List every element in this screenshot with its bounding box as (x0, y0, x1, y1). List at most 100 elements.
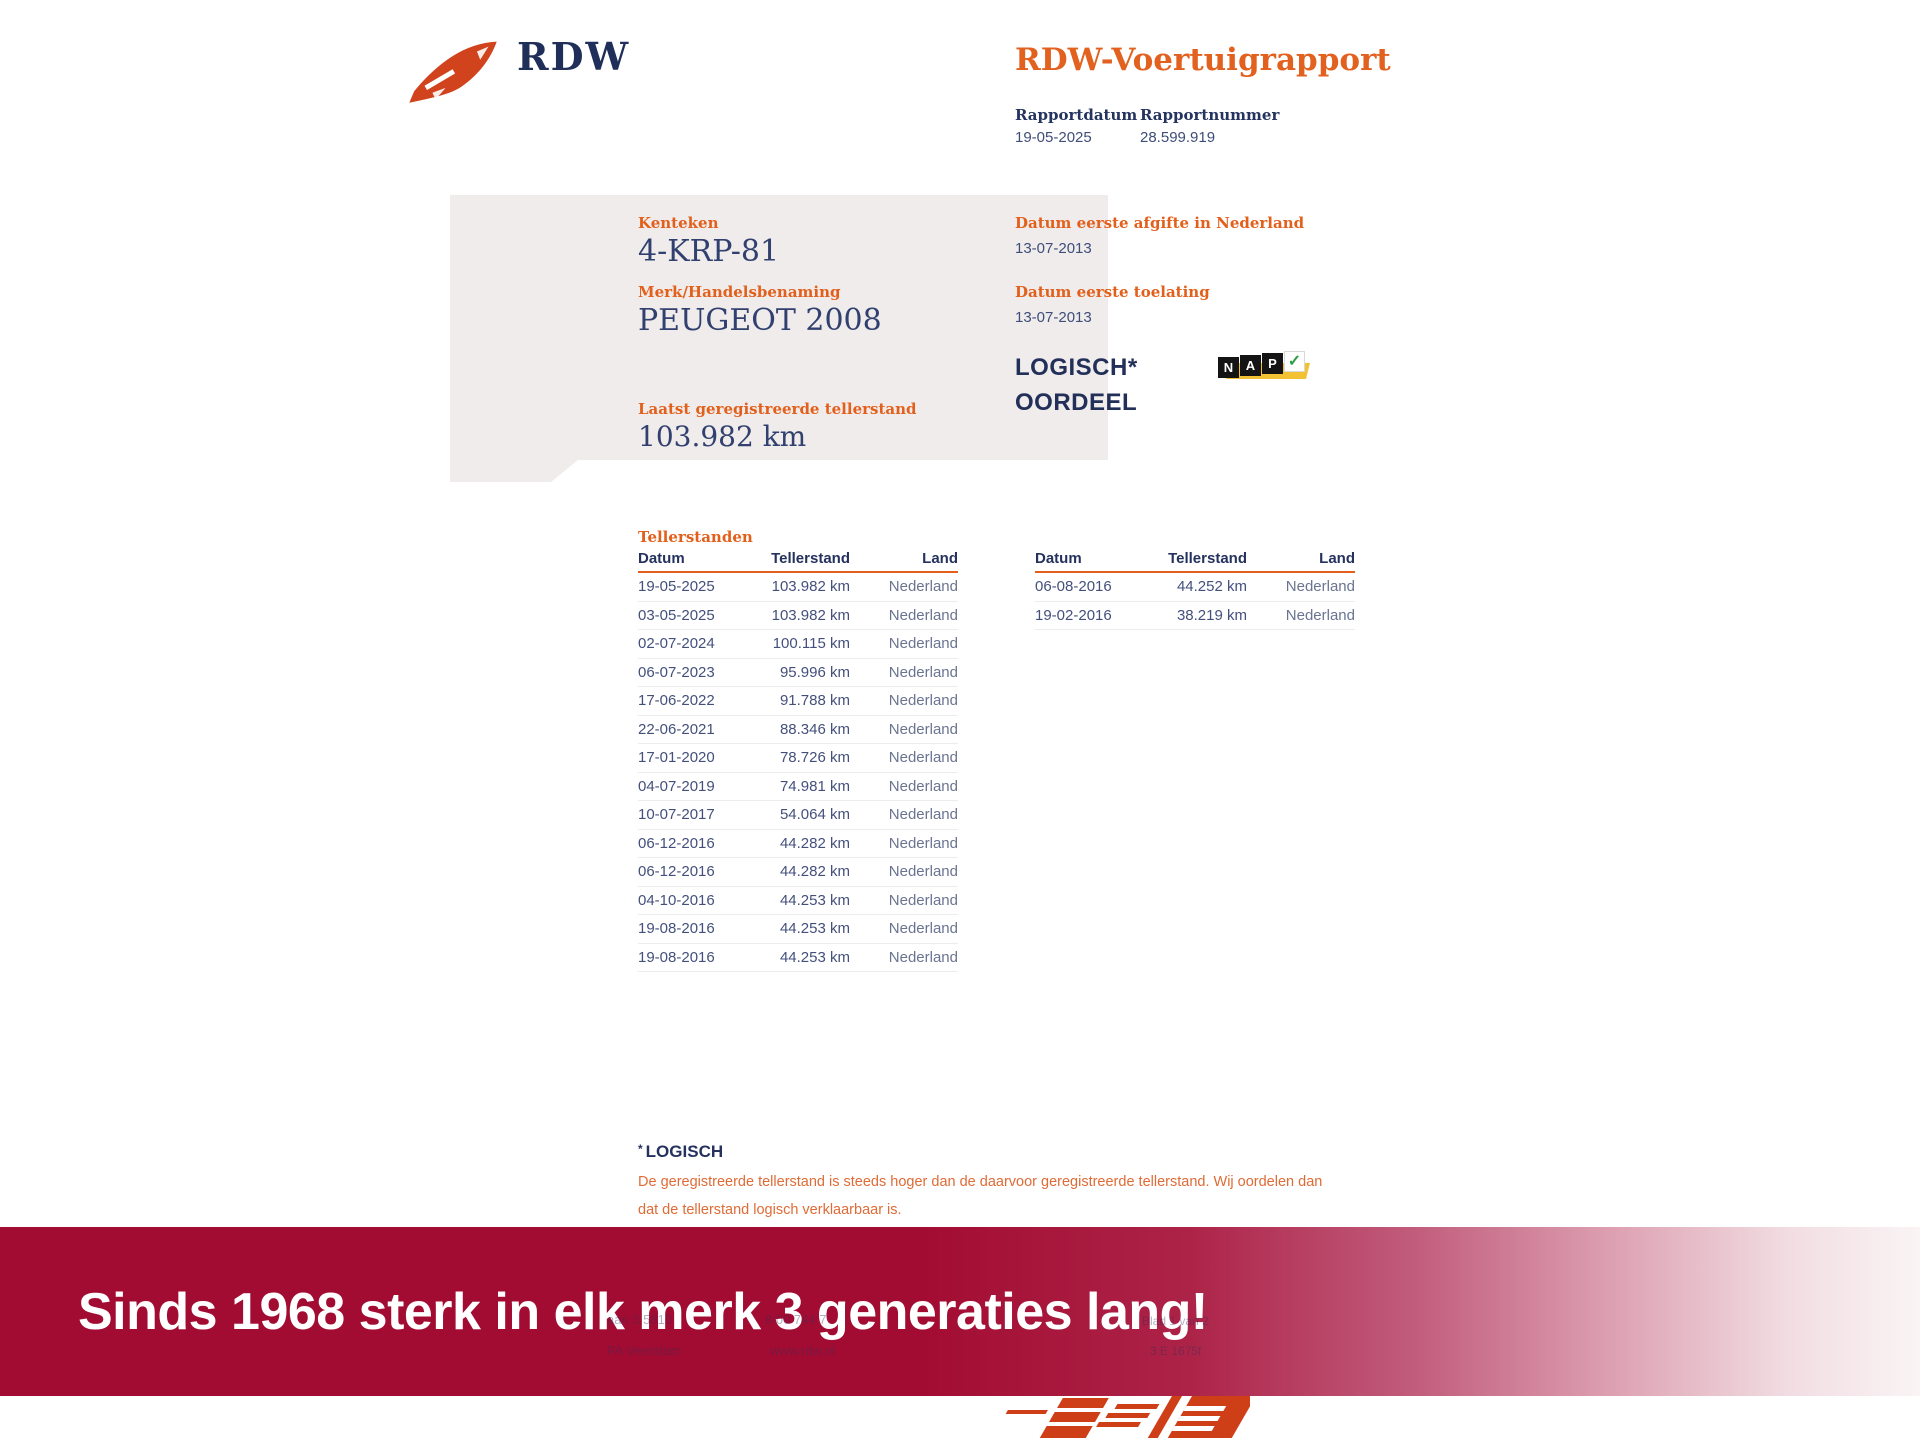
tellerstanden-title: Tellerstanden (638, 528, 753, 546)
table-header-row: Datum Tellerstand Land (1035, 550, 1355, 573)
table-cell: 44.282 km (779, 834, 850, 852)
table-cell: 44.253 km (779, 920, 850, 938)
table-cell: Nederland (888, 606, 958, 624)
table-row: 02-07-2024 100.115 km Nederland (638, 630, 958, 659)
table-header-row: Datum Tellerstand Land (638, 550, 958, 573)
table-cell: 19-02-2016 (1035, 606, 1112, 624)
table-row: 22-06-2021 88.346 km Nederland (638, 716, 958, 744)
table-cell: Nederland (888, 692, 958, 710)
table-row: 04-10-2016 44.253 km Nederland (638, 887, 958, 915)
table-cell: 44.282 km (779, 863, 850, 881)
table-cell: Nederland (888, 920, 958, 938)
table-cell: 100.115 km (772, 635, 850, 653)
ghost-form-code: 3 E 1675f (1150, 1344, 1202, 1358)
table-cell: 02-07-2024 (638, 635, 715, 653)
oordeel-text: LOGISCH* OORDEEL (1015, 354, 1138, 416)
vehicle-summary-panel (450, 195, 1108, 482)
table-cell: Nederland (888, 663, 958, 681)
table-cell: 06-07-2023 (638, 663, 715, 681)
ghost-website: www.rdw.nl (770, 1343, 836, 1358)
report-date-label: Rapportdatum (1015, 106, 1138, 124)
logisch-footnote-title: * LOGISCH (638, 1142, 724, 1161)
table-cell: 04-10-2016 (638, 891, 715, 909)
col-header-datum: Datum (638, 550, 685, 567)
table-cell: Nederland (888, 720, 958, 738)
table-cell: Nederland (888, 834, 958, 852)
table-cell: 04-07-2019 (638, 777, 715, 795)
table-cell: Nederland (888, 749, 958, 767)
kenteken-value: 4-KRP-81 (638, 234, 780, 269)
merk-value: PEUGEOT 2008 (638, 303, 882, 338)
table-cell: Nederland (888, 806, 958, 824)
logisch-footnote-text: De geregistreerde tellerstand is steeds … (638, 1174, 1323, 1218)
col-header-datum: Datum (1035, 550, 1082, 567)
table-cell: Nederland (888, 578, 958, 596)
rdw-wordmark: RDW (517, 34, 631, 79)
nap-logo: N A P ✓ (1218, 350, 1310, 392)
table-row: 19-05-2025 103.982 km Nederland (638, 573, 958, 602)
table-cell: 10-07-2017 (638, 806, 715, 824)
table-row: 19-08-2016 44.253 km Nederland (638, 944, 958, 972)
table-cell: Nederland (888, 777, 958, 795)
table-row: 04-07-2019 74.981 km Nederland (638, 773, 958, 801)
table-cell: Nederland (888, 948, 958, 966)
table-cell: 78.726 km (779, 749, 850, 767)
table-cell: 22-06-2021 (638, 720, 715, 738)
table-cell: Nederland (1285, 578, 1355, 596)
table-row: 10-07-2017 54.064 km Nederland (638, 801, 958, 830)
toelating-value: 13-07-2013 (1015, 309, 1092, 326)
ghost-address-line2: PA Veendam (607, 1343, 682, 1358)
table-cell: 17-01-2020 (638, 749, 715, 767)
col-header-tellerstand: Tellerstand (1168, 550, 1247, 567)
nap-check-icon: ✓ (1284, 351, 1305, 372)
table-cell: 91.788 km (779, 692, 850, 710)
table-cell: 19-05-2025 (638, 578, 715, 596)
kenteken-label: Kenteken (638, 214, 719, 232)
table-cell: 38.219 km (1176, 606, 1247, 624)
table-cell: Nederland (888, 635, 958, 653)
ghost-phone: 8 00 744 7 (765, 1312, 827, 1327)
page-title: RDW-Voertuigrapport (1015, 42, 1391, 78)
promo-banner: Sinds 1968 sterk in elk merk 3 generatie… (0, 1227, 1920, 1396)
col-header-tellerstand: Tellerstand (771, 550, 850, 567)
table-cell: 19-08-2016 (638, 948, 715, 966)
dealer-logo-icon (1000, 1396, 1256, 1440)
table-cell: 103.982 km (771, 606, 850, 624)
tellerstanden-table-right: Datum Tellerstand Land 06-08-2016 44.252 … (1035, 550, 1355, 630)
promo-banner-text: Sinds 1968 sterk in elk merk 3 generatie… (78, 1282, 1208, 1341)
table-cell: Nederland (1285, 606, 1355, 624)
table-row: 19-08-2016 44.253 km Nederland (638, 915, 958, 944)
table-row: 17-01-2020 78.726 km Nederland (638, 744, 958, 773)
laatste-tellerstand-value: 103.982 km (638, 420, 807, 453)
report-number-label: Rapportnummer (1140, 106, 1280, 124)
table-row: 03-05-2025 103.982 km Nederland (638, 602, 958, 630)
rdw-plume-icon (402, 40, 504, 106)
afgifte-value: 13-07-2013 (1015, 240, 1092, 257)
merk-label: Merk/Handelsbenaming (638, 283, 841, 301)
nap-letter-p: P (1262, 353, 1283, 374)
table-cell: 54.064 km (779, 806, 850, 824)
table-cell: 95.996 km (779, 663, 850, 681)
tellerstanden-table-left: Datum Tellerstand Land 19-05-2025 103.982… (638, 550, 958, 972)
table-row: 17-06-2022 91.788 km Nederland (638, 687, 958, 716)
toelating-label: Datum eerste toelating (1015, 283, 1210, 301)
table-cell: 03-05-2025 (638, 606, 715, 624)
table-cell: 17-06-2022 (638, 692, 715, 710)
table-cell: 19-08-2016 (638, 920, 715, 938)
afgifte-label: Datum eerste afgifte in Nederland (1015, 214, 1305, 232)
ghost-address-line1: aan 3 5810 (607, 1312, 673, 1327)
table-cell: 74.981 km (779, 777, 850, 795)
table-cell: 44.253 km (779, 948, 850, 966)
table-cell: 103.982 km (771, 578, 850, 596)
nap-letter-n: N (1218, 357, 1239, 378)
table-row: 06-08-2016 44.252 km Nederland (1035, 573, 1355, 602)
asterisk: * (638, 1142, 643, 1156)
table-cell: Nederland (888, 863, 958, 881)
table-cell: Nederland (888, 891, 958, 909)
col-header-land: Land (1319, 550, 1355, 567)
table-row: 06-07-2023 95.996 km Nederland (638, 659, 958, 687)
nap-letter-a: A (1240, 355, 1261, 376)
table-row: 06-12-2016 44.282 km Nederland (638, 830, 958, 858)
col-header-land: Land (922, 550, 958, 567)
table-cell: 06-08-2016 (1035, 578, 1112, 596)
